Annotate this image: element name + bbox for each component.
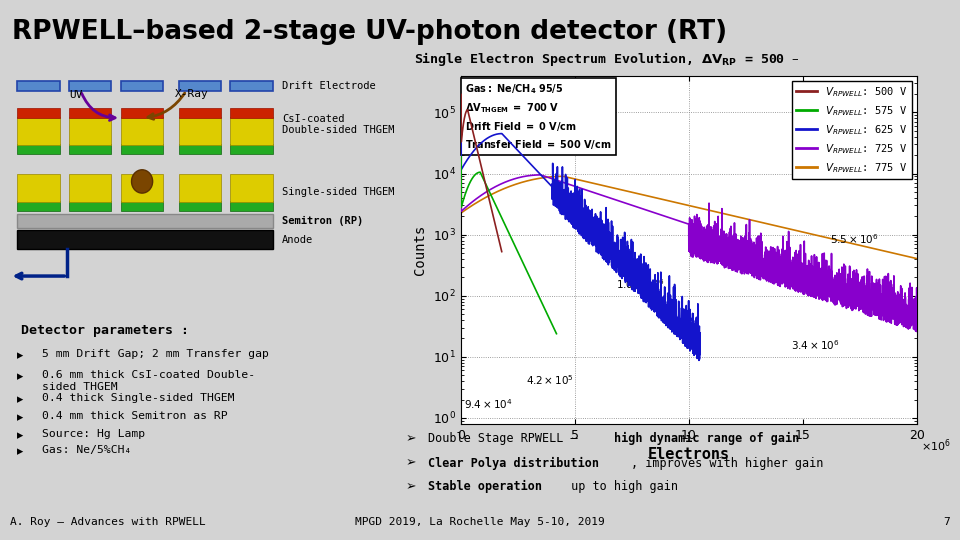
Text: ▸: ▸ [17,429,24,442]
Text: X-Ray: X-Ray [175,89,208,99]
Text: 0.6 mm thick CsI-coated Double-
sided THGEM: 0.6 mm thick CsI-coated Double- sided TH… [42,370,255,392]
Bar [69,81,111,91]
Text: $\times 10^6$: $\times 10^6$ [922,438,951,455]
Text: Anode: Anode [282,235,314,245]
Bar [17,81,60,91]
Text: Stable operation: Stable operation [428,480,541,493]
Text: 5 mm Drift Gap; 2 mm Transfer gap: 5 mm Drift Gap; 2 mm Transfer gap [42,349,269,359]
Text: Single-sided THGEM: Single-sided THGEM [282,187,395,197]
Bar [121,117,163,145]
Bar [17,201,60,211]
Text: $4.2\times10^5$: $4.2\times10^5$ [526,373,574,387]
Bar [17,144,60,154]
Bar [179,144,221,154]
Bar [17,214,273,228]
Bar [230,201,273,211]
Bar [121,174,163,202]
Text: $5.5\times10^6$: $5.5\times10^6$ [830,232,878,246]
Bar [179,201,221,211]
Bar [121,144,163,154]
Bar [17,230,273,249]
Bar [230,117,273,145]
Bar [121,81,163,91]
Bar [17,108,60,118]
Bar [121,201,163,211]
Bar [230,108,273,118]
Text: ➢: ➢ [406,480,417,493]
Bar [230,174,273,202]
Y-axis label: Counts: Counts [414,225,427,275]
Bar [69,108,111,118]
Text: $1.0\times10^6$: $1.0\times10^6$ [616,277,664,291]
Bar [17,117,60,145]
Text: ▸: ▸ [17,394,24,407]
Text: Clear Polya distribution: Clear Polya distribution [428,457,599,470]
Text: UV: UV [69,90,83,100]
Text: ▸: ▸ [17,411,24,424]
Text: ▸: ▸ [17,445,24,458]
Bar [179,81,221,91]
Text: ▸: ▸ [17,370,24,383]
Text: Double Stage RPWELL –: Double Stage RPWELL – [428,432,585,445]
X-axis label: Electrons: Electrons [648,447,730,462]
Text: Source: Hg Lamp: Source: Hg Lamp [42,429,145,439]
Text: high dynamic range of gain: high dynamic range of gain [614,432,800,445]
Legend: $V_{RPWELL}$: 500 V, $V_{RPWELL}$: 575 V, $V_{RPWELL}$: 625 V, $V_{RPWELL}$: 725: $V_{RPWELL}$: 500 V, $V_{RPWELL}$: 575 V… [792,81,912,179]
Bar [69,144,111,154]
Text: $3.4\times10^6$: $3.4\times10^6$ [791,338,840,352]
Text: , improves with higher gain: , improves with higher gain [632,457,824,470]
Bar [17,174,60,202]
Text: Detector parameters :: Detector parameters : [21,324,189,337]
Text: CsI-coated
Double-sided THGEM: CsI-coated Double-sided THGEM [282,113,395,135]
Text: $9.4\times10^4$: $9.4\times10^4$ [464,397,513,411]
Text: RPWELL–based 2-stage UV-photon detector (RT): RPWELL–based 2-stage UV-photon detector … [12,19,727,45]
Text: Drift Electrode: Drift Electrode [282,81,376,91]
Text: ➢: ➢ [406,432,417,445]
Text: Gas: Ne/5%CH₄: Gas: Ne/5%CH₄ [42,445,132,455]
Bar [69,117,111,145]
Bar [69,174,111,202]
Bar [230,81,273,91]
Bar [179,117,221,145]
Bar [179,174,221,202]
Text: ▸: ▸ [17,349,24,362]
Bar [69,201,111,211]
Text: Semitron (RP): Semitron (RP) [282,215,364,226]
Text: 7: 7 [944,517,950,528]
Bar [179,108,221,118]
Text: Single Electron Spectrum Evolution, $\mathbf{\Delta V_{RP}}$ = 500 –: Single Electron Spectrum Evolution, $\ma… [415,50,801,69]
Text: up to high gain: up to high gain [564,480,678,493]
Ellipse shape [132,170,153,193]
Text: MPGD 2019, La Rochelle May 5-10, 2019: MPGD 2019, La Rochelle May 5-10, 2019 [355,517,605,528]
Bar [121,108,163,118]
Text: 0.4 thick Single-sided THGEM: 0.4 thick Single-sided THGEM [42,394,235,403]
Text: ➢: ➢ [406,457,417,470]
Text: $\bf{Gas:\ Ne/CH_4\ 95/5}$
$\bf{\Delta V_{THGEM}\ =\ 700\ V}$
$\bf{Drift\ Field\: $\bf{Gas:\ Ne/CH_4\ 95/5}$ $\bf{\Delta V… [466,83,612,151]
Text: A. Roy – Advances with RPWELL: A. Roy – Advances with RPWELL [10,517,205,528]
Bar [230,144,273,154]
Text: 0.4 mm thick Semitron as RP: 0.4 mm thick Semitron as RP [42,411,228,421]
